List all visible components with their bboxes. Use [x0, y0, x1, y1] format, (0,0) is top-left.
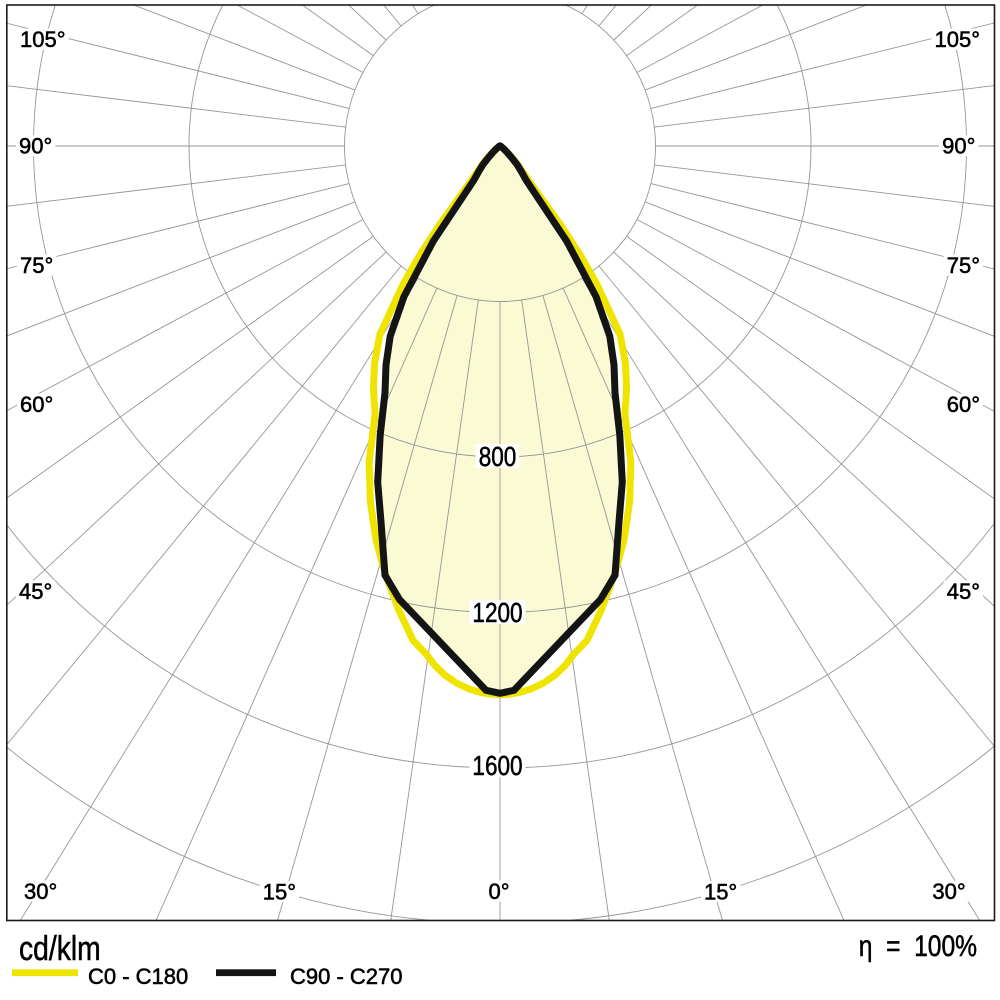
svg-text:30°: 30°: [24, 879, 57, 904]
svg-text:1200: 1200: [472, 598, 522, 629]
svg-text:15°: 15°: [704, 880, 737, 905]
svg-text:60°: 60°: [20, 392, 53, 417]
svg-text:45°: 45°: [19, 579, 52, 604]
svg-text:800: 800: [479, 442, 517, 473]
svg-text:105°: 105°: [934, 27, 980, 52]
svg-text:60°: 60°: [947, 392, 980, 417]
svg-text:cd/klm: cd/klm: [19, 928, 101, 967]
svg-text:C0 - C180: C0 - C180: [88, 964, 188, 989]
svg-text:90°: 90°: [19, 134, 52, 159]
svg-text:1600: 1600: [472, 751, 522, 782]
svg-text:75°: 75°: [947, 253, 980, 278]
svg-text:75°: 75°: [20, 253, 53, 278]
svg-text:η = 100%: η = 100%: [859, 929, 977, 963]
svg-text:30°: 30°: [932, 879, 965, 904]
svg-text:90°: 90°: [942, 134, 975, 159]
svg-text:C90 - C270: C90 - C270: [290, 964, 403, 989]
svg-text:105°: 105°: [20, 27, 66, 52]
svg-text:15°: 15°: [263, 880, 296, 905]
svg-text:45°: 45°: [947, 579, 980, 604]
svg-text:0°: 0°: [488, 879, 509, 904]
